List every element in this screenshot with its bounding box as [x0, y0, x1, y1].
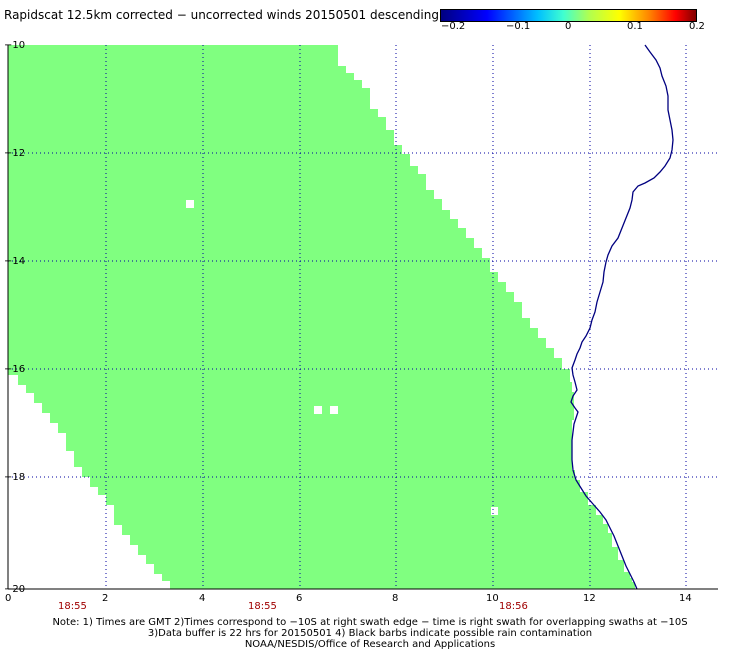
- lon-label: 10: [486, 593, 499, 604]
- lat-label: −18: [4, 472, 25, 483]
- swath-time: 18:55: [248, 601, 277, 612]
- lon-label: 0: [5, 593, 11, 604]
- missing-data-cell: [314, 406, 322, 414]
- missing-data-cell: [491, 507, 498, 515]
- wind-swath: [8, 45, 635, 589]
- swath-time: 18:56: [499, 601, 528, 612]
- colorbar: [440, 9, 697, 22]
- lat-label: −10: [4, 40, 25, 51]
- grid: [8, 45, 718, 589]
- map-title: Rapidscat 12.5km corrected − uncorrected…: [4, 8, 439, 22]
- lat-label: −14: [4, 256, 25, 267]
- note-line-3: NOAA/NESDIS/Office of Research and Appli…: [244, 639, 496, 650]
- colorbar-tick: 0: [565, 21, 572, 32]
- missing-data-cell: [330, 406, 338, 414]
- lon-label: 12: [583, 593, 596, 604]
- lat-label: −12: [4, 148, 25, 159]
- coastline: [570, 44, 674, 590]
- lon-label: 8: [392, 593, 398, 604]
- note-line-1: Note: 1) Times are GMT 2)Times correspon…: [52, 617, 688, 628]
- colorbar-tick: −0.2: [441, 21, 466, 32]
- lon-label: 4: [199, 593, 205, 604]
- colorbar-tick: −0.1: [506, 21, 531, 32]
- lon-label: 2: [102, 593, 108, 604]
- lon-label: 6: [296, 593, 302, 604]
- swath-time: 18:55: [58, 601, 87, 612]
- note-line-2: 3)Data buffer is 22 hrs for 20150501 4) …: [147, 628, 593, 639]
- lon-label: 14: [679, 593, 692, 604]
- lat-label: −20: [4, 584, 25, 595]
- colorbar-tick: 0.1: [627, 21, 643, 32]
- colorbar-tick: 0.2: [689, 21, 705, 32]
- lat-label: −16: [4, 364, 25, 375]
- missing-data-cell: [186, 200, 194, 208]
